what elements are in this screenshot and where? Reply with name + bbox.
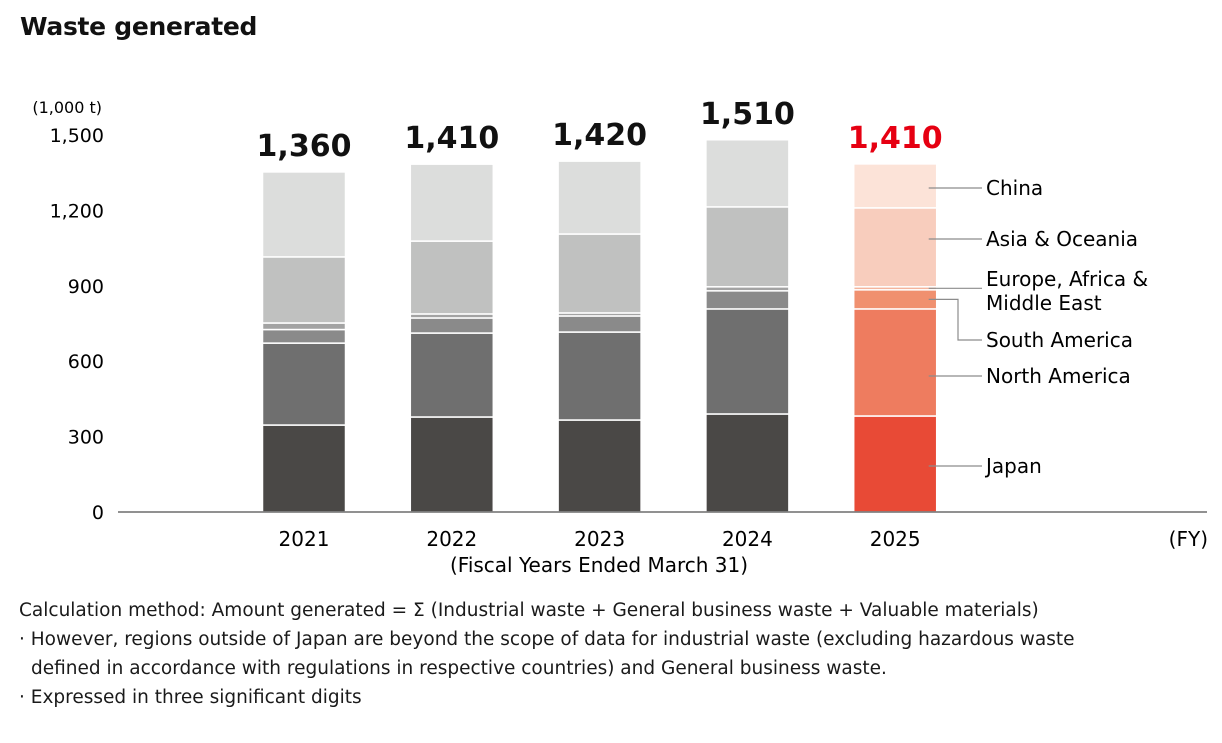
bar-segment-asia-oceania (557, 233, 642, 314)
bar-segment-europe-africa-middle-east (261, 322, 347, 331)
bar-segment-south-america (705, 290, 790, 310)
legend-item: China (928, 176, 1043, 200)
bar-segment-china (705, 139, 790, 208)
bar-segment-japan (557, 419, 642, 513)
bar-segment-china (557, 160, 642, 235)
leader-line (928, 298, 982, 341)
legend-label: Middle East (986, 291, 1102, 315)
scope-note-line2: defined in accordance with regulations i… (31, 658, 887, 679)
bar-segment-asia-oceania (705, 206, 790, 288)
bar-segment-japan (409, 416, 495, 513)
scope-note-line1: · However, regions outside of Japan are … (19, 629, 1075, 650)
y-tick-label: 600 (68, 351, 104, 373)
bar-segment-south-america (852, 289, 938, 310)
bar-segment-north-america (557, 331, 642, 421)
y-tick-label: 0 (92, 502, 104, 524)
footnotes: Calculation method: Amount generated = Σ… (19, 596, 1075, 712)
bars (261, 139, 938, 513)
bar-segment-china (261, 171, 347, 258)
legend-label: China (986, 176, 1043, 200)
legend-label: Europe, Africa & (986, 267, 1148, 291)
bar-stack-2022 (409, 163, 495, 513)
y-tick-label: 1,200 (50, 200, 104, 222)
x-tick-label: 2023 (574, 527, 625, 551)
bar-segment-china (852, 163, 938, 209)
bar-segment-china (409, 163, 495, 242)
total-label: 1,410 (404, 121, 499, 156)
bar-segment-south-america (557, 315, 642, 333)
legend-label: Japan (984, 454, 1042, 478)
bar-segment-asia-oceania (261, 256, 347, 324)
x-tick-label: 2025 (870, 527, 921, 551)
x-axis-unit: (FY) (1169, 527, 1208, 551)
x-axis-ticks: 2021 2022 2023 2024 2025 (279, 527, 921, 551)
legend-item: North America (928, 364, 1131, 388)
total-label: 1,510 (700, 97, 795, 132)
total-label: 1,410 (848, 121, 943, 156)
calculation-method-note: Calculation method: Amount generated = Σ… (19, 600, 1039, 621)
legend-item: South America (928, 298, 1133, 352)
bar-stack-2023 (557, 160, 642, 513)
legend-item: Europe, Africa &Middle East (928, 267, 1148, 315)
total-labels: 1,360 1,410 1,420 1,510 1,410 (257, 97, 943, 164)
bar-stack-2021 (261, 171, 347, 513)
y-tick-label: 300 (68, 427, 104, 449)
bar-segment-north-america (261, 342, 347, 426)
bar-segment-japan (261, 424, 347, 513)
bar-segment-asia-oceania (852, 207, 938, 288)
bar-segment-south-america (409, 317, 495, 334)
y-tick-label: 1,500 (50, 125, 104, 147)
y-axis-unit-label: (1,000 t) (32, 98, 102, 117)
bar-segment-north-america (705, 308, 790, 415)
bar-segment-japan (852, 415, 938, 513)
legend-label: North America (986, 364, 1131, 388)
legend-item: Asia & Oceania (928, 227, 1138, 251)
x-axis-title: (Fiscal Years Ended March 31) (450, 553, 748, 577)
x-tick-label: 2021 (279, 527, 330, 551)
x-tick-label: 2022 (426, 527, 477, 551)
y-axis-ticks: 0 300 600 900 1,200 1,500 (50, 125, 104, 524)
legend-item: Japan (928, 454, 1042, 478)
y-tick-label: 900 (68, 276, 104, 298)
bar-segment-north-america (409, 332, 495, 418)
bar-segment-asia-oceania (409, 240, 495, 315)
bar-stack-2025 (852, 163, 938, 513)
significant-digits-note: · Expressed in three significant digits (19, 687, 362, 708)
total-label: 1,360 (257, 129, 352, 164)
legend-label: South America (986, 328, 1133, 352)
legend: China Asia & Oceania Europe, Africa &Middl… (928, 176, 1148, 478)
legend-label: Asia & Oceania (986, 227, 1138, 251)
bar-segment-japan (705, 413, 790, 513)
bar-stack-2024 (705, 139, 790, 513)
bar-segment-south-america (261, 328, 347, 344)
total-label: 1,420 (552, 118, 647, 153)
chart-title: Waste generated (20, 12, 258, 41)
bar-segment-north-america (852, 308, 938, 417)
x-tick-label: 2024 (722, 527, 773, 551)
